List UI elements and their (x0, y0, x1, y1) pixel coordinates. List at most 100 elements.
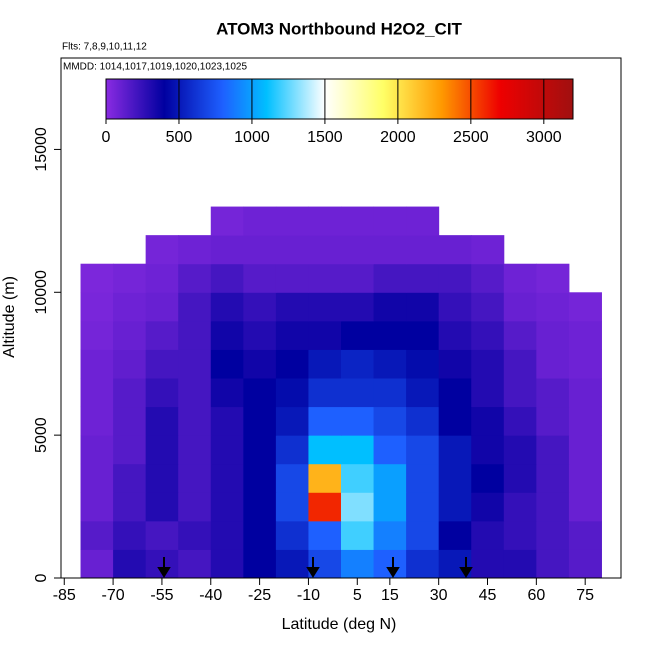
heat-cell (471, 492, 505, 522)
heat-cell (243, 292, 277, 322)
heat-cell (243, 378, 277, 408)
heat-cell (438, 320, 472, 350)
heat-cell (243, 235, 277, 265)
heat-cell (80, 463, 114, 493)
heat-cell (113, 520, 147, 550)
heat-cell (275, 292, 309, 322)
heat-cell (471, 549, 505, 579)
heat-cell (275, 492, 309, 522)
heat-cell (275, 206, 309, 236)
heat-cell (341, 263, 375, 293)
heat-cell (210, 320, 244, 350)
heat-cell (210, 378, 244, 408)
heat-cell (210, 263, 244, 293)
heat-cell (275, 235, 309, 265)
colorbar-tick-label: 0 (102, 129, 111, 146)
heat-cell (536, 520, 570, 550)
heat-cell (113, 492, 147, 522)
heat-cell (341, 406, 375, 436)
heat-cell (145, 320, 179, 350)
heat-cell (568, 435, 602, 465)
heat-cell (113, 463, 147, 493)
heat-cell (568, 463, 602, 493)
heat-cell (178, 235, 212, 265)
heat-cell (373, 492, 407, 522)
heat-cell (536, 549, 570, 579)
heat-cell (210, 292, 244, 322)
heat-cell (178, 349, 212, 379)
heat-cell (471, 435, 505, 465)
colorbar-tick-label: 2500 (453, 129, 489, 146)
heat-cell (80, 406, 114, 436)
y-tick-label: 15000 (33, 127, 50, 172)
heat-cell (373, 406, 407, 436)
heat-cell (438, 292, 472, 322)
y-axis-label: Altitude (m) (1, 276, 18, 358)
heat-cell (341, 206, 375, 236)
heat-cell (536, 435, 570, 465)
heat-cell (275, 378, 309, 408)
heat-cell (178, 320, 212, 350)
heat-cell (568, 549, 602, 579)
heat-cell (308, 406, 342, 436)
heat-cell (308, 320, 342, 350)
heat-cell (308, 292, 342, 322)
heat-cell (308, 206, 342, 236)
heat-cell (503, 320, 537, 350)
heat-cell (275, 263, 309, 293)
x-tick-label: -85 (53, 587, 76, 604)
heat-cell (406, 492, 440, 522)
flight-markers (157, 557, 473, 578)
heat-cell (308, 378, 342, 408)
heat-cell (471, 378, 505, 408)
heat-cell (275, 349, 309, 379)
heat-cell (210, 406, 244, 436)
heat-cell (373, 320, 407, 350)
heat-cell (341, 378, 375, 408)
heat-cell (80, 549, 114, 579)
heat-cell (308, 520, 342, 550)
heat-cell (113, 378, 147, 408)
colorbar-tick-label: 2000 (380, 129, 416, 146)
heat-cell (373, 206, 407, 236)
heat-cell (275, 320, 309, 350)
heat-cell (536, 320, 570, 350)
heat-cell (145, 349, 179, 379)
heat-cell (113, 263, 147, 293)
heat-cell (341, 492, 375, 522)
heat-cell (536, 349, 570, 379)
heat-cell (145, 406, 179, 436)
y-tick-label: 5000 (33, 417, 50, 453)
x-tick-label: 75 (576, 587, 594, 604)
plot-frame (60, 57, 622, 579)
heat-cell (113, 406, 147, 436)
heat-cell (341, 320, 375, 350)
heat-cell (243, 263, 277, 293)
heat-cell (113, 349, 147, 379)
subtitle: Flts: 7,8,9,10,11,12 (62, 42, 147, 53)
heat-cell (471, 349, 505, 379)
heat-cell (406, 235, 440, 265)
heat-cell (243, 492, 277, 522)
heat-cell (503, 549, 537, 579)
heat-cell (178, 378, 212, 408)
x-tick-label: 60 (527, 587, 545, 604)
x-tick-label: 5 (353, 587, 362, 604)
heat-cell (80, 320, 114, 350)
heat-cell (210, 549, 244, 579)
annotation: MMDD: 1014,1017,1019,1020,1023,1025 (63, 62, 247, 73)
heat-cell (210, 463, 244, 493)
heat-cell (80, 435, 114, 465)
colorbar-tick-label: 500 (166, 129, 193, 146)
heat-cell (536, 406, 570, 436)
heat-cell (178, 435, 212, 465)
heat-cell (503, 463, 537, 493)
heat-cell (503, 520, 537, 550)
heat-cell (275, 549, 309, 579)
heat-cell (503, 263, 537, 293)
heat-cell (210, 520, 244, 550)
heat-cell (145, 292, 179, 322)
heat-cell (373, 435, 407, 465)
heat-cell (178, 406, 212, 436)
x-tick-label: -40 (199, 587, 222, 604)
